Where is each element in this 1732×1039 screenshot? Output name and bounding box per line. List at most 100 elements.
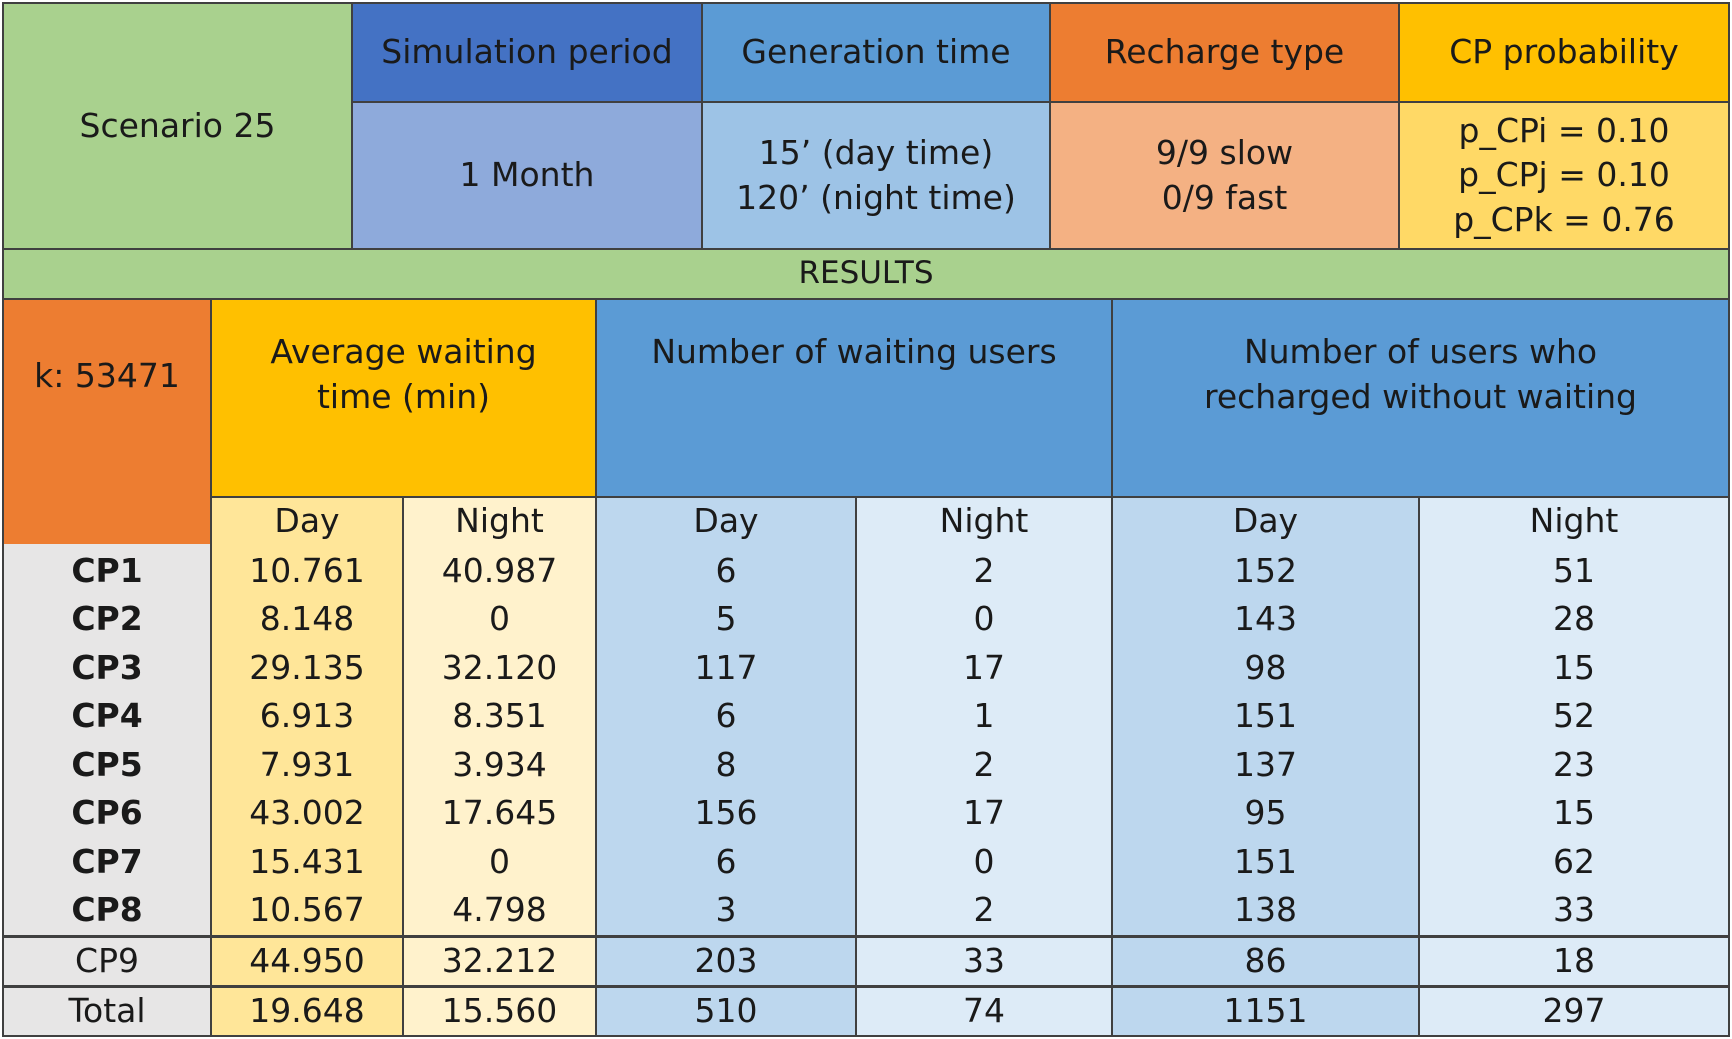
cell-nowait-night: 51 <box>1553 550 1595 590</box>
cp-label: CP3 <box>71 647 143 687</box>
cell-wait-night: 33 <box>963 940 1005 980</box>
cell-wait-night: 2 <box>973 550 995 590</box>
wait-day-column <box>595 544 857 1037</box>
cell-nowait-night: 33 <box>1553 890 1595 929</box>
cell-avg-night: 8.351 <box>452 696 547 735</box>
cell-wait-night: 0 <box>973 599 995 638</box>
cell-wait-day: 6 <box>715 696 737 735</box>
cp-label: CP1 <box>71 550 143 590</box>
cp-label: CP7 <box>71 841 143 881</box>
cell-avg-night: 4.798 <box>452 890 547 929</box>
cell-avg-day: 8.148 <box>259 599 355 638</box>
cell-nowait-day: 143 <box>1234 599 1297 638</box>
recharge-type-header: Recharge type <box>1049 2 1400 103</box>
cell-wait-day: 156 <box>694 793 758 832</box>
cell-wait-day: 203 <box>694 940 758 980</box>
cell-wait-night: 2 <box>973 744 995 784</box>
avg-night-column <box>402 544 597 1037</box>
cell-avg-night: 32.212 <box>441 940 558 980</box>
cell-avg-day: 19.648 <box>249 990 365 1030</box>
no-wait-users-group-header: Number of users who recharged without wa… <box>1111 298 1730 498</box>
cell-avg-day: 15.431 <box>249 841 365 881</box>
cell-avg-night: 0 <box>489 841 510 881</box>
recharge-type-value: 9/9 slow 0/9 fast <box>1049 101 1400 250</box>
cp-label-column <box>2 544 212 1037</box>
scenario-label-cell: Scenario 25 <box>2 2 353 250</box>
cell-nowait-day: 1151 <box>1223 990 1308 1030</box>
cell-wait-day: 6 <box>715 550 737 590</box>
cell-avg-day: 44.950 <box>249 940 365 980</box>
cell-wait-day: 6 <box>715 841 737 881</box>
cell-nowait-day: 151 <box>1234 696 1297 735</box>
cell-avg-night: 17.645 <box>441 793 558 832</box>
avg-day-column <box>210 544 404 1037</box>
cell-nowait-night: 28 <box>1553 599 1595 638</box>
cp-probability-header: CP probability <box>1398 2 1730 103</box>
cp9-separator <box>2 935 1730 938</box>
cell-wait-night: 0 <box>973 841 995 881</box>
results-banner: RESULTS <box>2 248 1730 300</box>
waiting-users-night-header: Night <box>855 496 1113 546</box>
cp-label: CP6 <box>71 793 143 832</box>
cell-wait-day: 3 <box>715 890 737 929</box>
cell-avg-night: 32.120 <box>441 647 558 687</box>
cell-wait-night: 17 <box>963 647 1005 687</box>
cell-wait-night: 1 <box>973 696 995 735</box>
simulation-period-header: Simulation period <box>351 2 703 103</box>
cell-avg-night: 0 <box>489 599 510 638</box>
generation-time-value: 15’ (day time) 120’ (night time) <box>701 101 1051 250</box>
cp-label: CP2 <box>71 599 143 638</box>
no-wait-day-header: Day <box>1111 496 1420 546</box>
no-wait-night-header: Night <box>1418 496 1730 546</box>
cell-nowait-night: 52 <box>1553 696 1595 735</box>
waiting-users-group-header: Number of waiting users <box>595 298 1113 498</box>
cell-wait-day: 5 <box>715 599 737 638</box>
cell-nowait-day: 86 <box>1244 940 1287 980</box>
avg-wait-day-header: Day <box>210 496 404 546</box>
cell-avg-day: 29.135 <box>249 647 365 687</box>
cell-avg-day: 10.761 <box>249 550 365 590</box>
waiting-users-day-header: Day <box>595 496 857 546</box>
cp-label: CP4 <box>71 696 143 735</box>
cp-label: Total <box>68 990 146 1030</box>
cp-label: CP9 <box>75 940 139 980</box>
cell-wait-day: 117 <box>694 647 758 687</box>
cell-avg-day: 6.913 <box>259 696 355 735</box>
cell-nowait-day: 98 <box>1244 647 1287 687</box>
avg-wait-group-header: Average waiting time (min) <box>210 298 597 498</box>
cell-nowait-day: 151 <box>1234 841 1297 881</box>
cell-nowait-night: 23 <box>1553 744 1595 784</box>
cell-nowait-night: 15 <box>1553 647 1595 687</box>
simulation-period-value: 1 Month <box>351 101 703 250</box>
avg-wait-night-header: Night <box>402 496 597 546</box>
generation-time-header: Generation time <box>701 2 1051 103</box>
cell-nowait-night: 297 <box>1542 990 1606 1030</box>
cell-nowait-night: 15 <box>1553 793 1595 832</box>
cell-avg-day: 7.931 <box>259 744 355 784</box>
cell-wait-day: 510 <box>694 990 758 1030</box>
cell-nowait-night: 18 <box>1553 940 1595 980</box>
cell-avg-day: 10.567 <box>249 890 365 929</box>
nowait-night-column <box>1418 544 1730 1037</box>
cell-nowait-day: 95 <box>1244 793 1287 832</box>
cell-wait-night: 2 <box>973 890 995 929</box>
cell-avg-night: 40.987 <box>441 550 558 590</box>
cell-wait-day: 8 <box>715 744 737 784</box>
wait-night-column <box>855 544 1113 1037</box>
cell-avg-night: 3.934 <box>452 744 547 784</box>
cell-nowait-day: 137 <box>1234 744 1297 784</box>
scenario-label: Scenario 25 <box>79 105 276 145</box>
nowait-day-column <box>1111 544 1420 1037</box>
cell-nowait-day: 138 <box>1234 890 1297 929</box>
cell-avg-night: 15.560 <box>441 990 558 1030</box>
k-label-cell: k: 53471 <box>2 298 212 546</box>
cell-nowait-day: 152 <box>1234 550 1297 590</box>
cell-nowait-night: 62 <box>1553 841 1595 881</box>
cell-wait-night: 74 <box>963 990 1005 1030</box>
total-separator <box>2 985 1730 988</box>
cp-probability-value: p_CPi = 0.10 p_CPj = 0.10 p_CPk = 0.76 <box>1398 101 1730 250</box>
cell-avg-day: 43.002 <box>249 793 365 832</box>
cell-wait-night: 17 <box>963 793 1005 832</box>
cp-label: CP5 <box>71 744 143 784</box>
cp-label: CP8 <box>71 890 143 929</box>
